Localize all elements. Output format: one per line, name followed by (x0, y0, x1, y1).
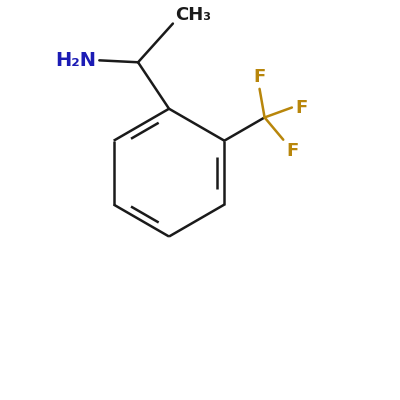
Text: CH₃: CH₃ (175, 6, 211, 24)
Text: F: F (254, 68, 266, 86)
Text: F: F (286, 142, 299, 160)
Text: F: F (295, 98, 307, 116)
Text: H₂N: H₂N (55, 51, 96, 70)
